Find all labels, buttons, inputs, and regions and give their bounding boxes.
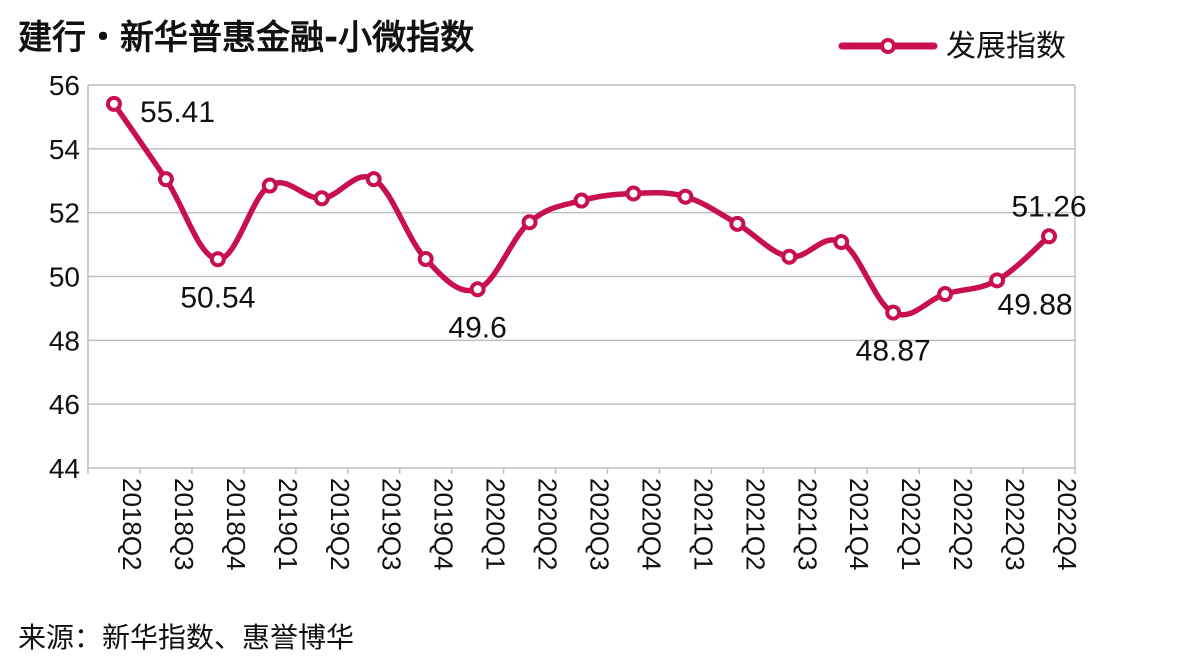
data-point-2022Q4 [1041,228,1058,245]
data-point-2022Q2 [937,286,954,303]
x-tick-label: 2018Q3 [169,478,199,571]
data-label-2018Q2: 55.41 [140,96,215,129]
data-point-2018Q4 [209,251,226,268]
y-tick-label: 46 [49,389,80,420]
x-tick-label: 2022Q1 [896,478,926,571]
data-point-2021Q1 [677,188,694,205]
y-tick-label: 48 [49,325,80,356]
x-tick-label: 2020Q1 [481,478,511,571]
y-tick-label: 50 [49,262,80,293]
data-point-2019Q4 [417,250,434,267]
x-tick-label: 2021Q3 [792,478,822,571]
x-tick-label: 2019Q3 [377,478,407,571]
data-point-2021Q3 [781,248,798,265]
data-point-2020Q2 [521,214,538,231]
x-tick-label: 2022Q3 [1000,478,1030,571]
legend-label: 发展指数 [946,29,1066,64]
x-tick-label: 2022Q2 [948,478,978,571]
x-tick-label: 2022Q4 [1052,478,1082,571]
data-point-2021Q2 [729,215,746,232]
y-tick-label: 44 [49,453,80,484]
x-tick-label: 2021Q1 [688,478,718,571]
x-tick-label: 2020Q3 [585,478,615,571]
data-point-2022Q3 [989,272,1006,289]
series-layer [105,95,1058,321]
x-tick-label: 2019Q1 [273,478,303,571]
data-point-2018Q3 [157,171,174,188]
y-tick-label: 56 [49,70,80,101]
chart-title: 建行・新华普惠金融-小微指数 [18,18,475,58]
x-tick-label: 2021Q4 [844,478,874,571]
data-point-2020Q3 [573,192,590,209]
data-point-2021Q4 [833,234,850,251]
x-tick-label: 2020Q4 [636,478,666,571]
data-point-2019Q2 [313,190,330,207]
y-tick-label: 52 [49,198,80,229]
x-tick-label: 2021Q2 [740,478,770,571]
legend: 发展指数 [838,29,1066,64]
source-note: 来源：新华指数、惠誉博华 [18,621,355,654]
data-point-2019Q1 [261,177,278,194]
data-point-2020Q1 [469,281,486,298]
x-tick-label: 2020Q2 [533,478,563,571]
data-label-2022Q1: 48.87 [856,335,931,368]
data-label-2018Q4: 50.54 [180,281,255,314]
x-tick-label: 2018Q4 [221,478,251,571]
x-tick-label: 2019Q2 [325,478,355,571]
x-tick-label: 2018Q2 [117,478,147,571]
legend-marker [880,38,896,54]
data-point-2018Q2 [105,95,122,112]
data-point-2020Q4 [625,185,642,202]
y-tick-label: 54 [49,134,80,165]
data-point-2022Q1 [885,304,902,321]
data-label-2022Q4: 51.26 [1011,190,1086,223]
axis-layer: 44 46 48 50 52 54 56 2018Q2 2018Q3 2018Q4 2019Q1 20… [49,70,1082,571]
data-label-layer: 55.41 50.54 49.6 48.87 49.88 51.26 [140,96,1087,368]
grid-layer [88,84,1075,469]
data-label-2020Q1: 49.6 [448,311,506,344]
x-tick-label: 2019Q4 [429,478,459,571]
data-label-2022Q3: 49.88 [998,288,1073,321]
data-point-2019Q3 [365,171,382,188]
